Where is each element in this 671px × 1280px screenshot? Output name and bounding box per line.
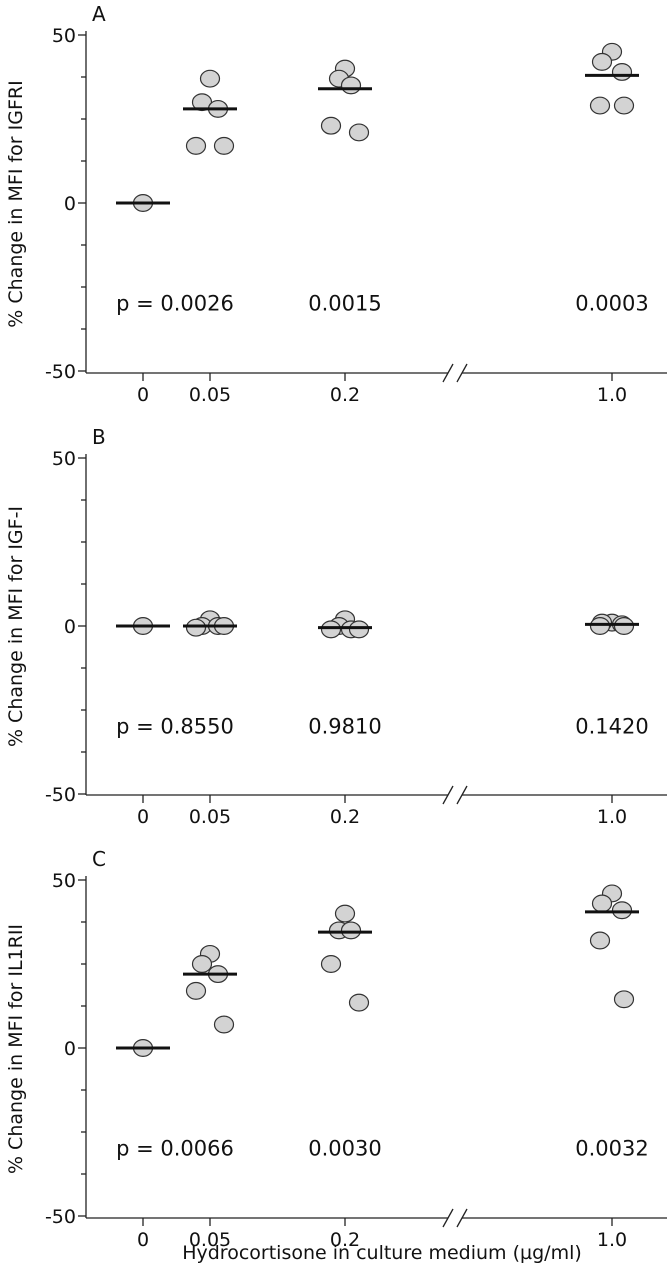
p-value-label: p = 0.0026 [116, 292, 234, 316]
x-tick-label: 0 [137, 806, 149, 828]
y-tick-label: 50 [52, 870, 76, 892]
data-point [320, 116, 342, 135]
x-tick-label: 0.2 [330, 1229, 360, 1251]
y-tick-label: -50 [45, 1206, 76, 1228]
x-tick-label: 1.0 [597, 1229, 627, 1251]
panel-c: C 50 0 -50 0 0.05 0.2 1.0 % Change in MFI for IL… [5, 847, 667, 1251]
data-point [348, 123, 370, 142]
y-tick-label: 0 [64, 193, 76, 215]
panel-label: A [92, 2, 106, 26]
data-point [199, 69, 221, 88]
data-point [611, 901, 633, 920]
data-point [191, 955, 213, 973]
data-point [213, 1015, 235, 1034]
data-point [589, 96, 611, 115]
data-point [613, 990, 635, 1009]
data-point [589, 931, 611, 950]
x-tick-label: 0.05 [189, 1229, 231, 1251]
data-point [213, 136, 235, 155]
y-axis-label: % Change in MFI for IGFRI [5, 80, 27, 327]
data-point [320, 620, 342, 639]
panel-label: C [92, 847, 106, 871]
data-point [348, 993, 370, 1012]
x-tick-label: 0.05 [189, 806, 231, 828]
data-point [611, 62, 633, 81]
data-point [613, 96, 635, 115]
axis-break-mark [442, 363, 454, 383]
data-point [185, 981, 207, 1000]
x-tick-label: 1.0 [597, 806, 627, 828]
p-value-label: 0.0003 [575, 292, 648, 316]
axis-break-mark [456, 1208, 468, 1228]
panel-label: B [92, 425, 106, 449]
p-value-label: 0.1420 [575, 715, 648, 739]
p-value-label: p = 0.8550 [116, 715, 234, 739]
y-tick-label: 50 [52, 25, 76, 47]
axis-break-mark [456, 363, 468, 383]
data-point [348, 620, 370, 639]
panels-container: A 50 0 -50 0 0.05 0.2 1.0 % Change in MFI for IG… [5, 2, 667, 1251]
p-value-label: p = 0.0066 [116, 1137, 234, 1161]
x-tick-label: 1.0 [597, 384, 627, 406]
panel-a: A 50 0 -50 0 0.05 0.2 1.0 % Change in MFI for IG… [5, 2, 667, 406]
data-point [185, 136, 207, 155]
data-point [340, 76, 362, 95]
axis-break-mark [442, 785, 454, 805]
data-point [340, 921, 362, 940]
y-tick-label: 0 [64, 616, 76, 638]
x-tick-label: 0.05 [189, 384, 231, 406]
p-value-label: 0.0030 [308, 1137, 381, 1161]
p-value-label: 0.0015 [308, 292, 381, 316]
data-point [334, 904, 356, 923]
data-point [589, 617, 611, 635]
y-tick-label: 0 [64, 1038, 76, 1060]
y-tick-label: -50 [45, 784, 76, 806]
axis-break-mark [456, 785, 468, 805]
y-tick-label: 50 [52, 448, 76, 470]
p-value-label: 0.0032 [575, 1137, 648, 1161]
x-tick-label: 0.2 [330, 384, 360, 406]
x-tick-label: 0 [137, 384, 149, 406]
data-point [320, 955, 342, 973]
panel-b: B 50 0 -50 0 0.05 0.2 1.0 % Change in MFI for IG… [5, 425, 667, 828]
axis-break-mark [442, 1208, 454, 1228]
data-point [613, 617, 635, 635]
data-point [591, 894, 613, 913]
data-point [591, 52, 613, 71]
x-tick-label: 0.2 [330, 806, 360, 828]
y-axis-label: % Change in MFI for IL1RII [5, 924, 27, 1174]
p-value-label: 0.9810 [308, 715, 381, 739]
y-tick-label: -50 [45, 361, 76, 383]
x-axis-label: Hydrocortisone in culture medium (µg/ml) [182, 1242, 582, 1264]
x-tick-label: 0 [137, 1229, 149, 1251]
y-axis-label: % Change in MFI for IGF-I [5, 506, 27, 747]
data-point [185, 618, 207, 637]
